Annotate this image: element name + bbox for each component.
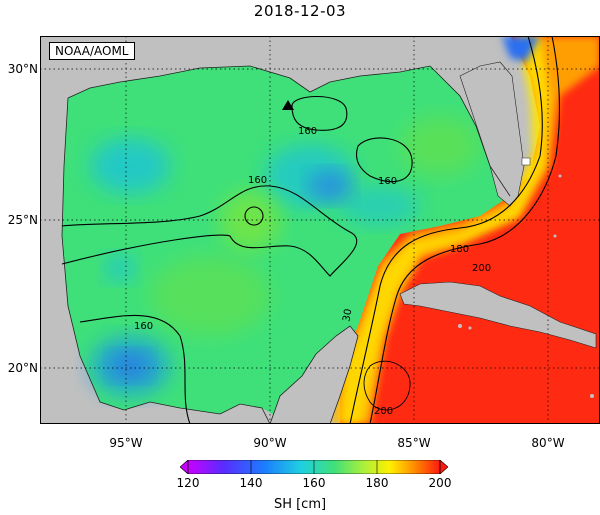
colorbar-tick-180: 180 [365,476,389,490]
contour-label-160c: 160 [378,176,397,187]
colorbar-tick-140: 140 [239,476,263,490]
contour-label-160a: 160 [248,175,267,186]
yucatan-land [270,326,358,424]
gulf-coastline [61,65,511,424]
contour-label-160b: 160 [298,126,317,137]
contour-label-160d: 160 [134,321,153,332]
contour-label-30: 30 [341,308,354,322]
colorbar-title: SH [cm] [273,497,327,512]
contour-160-main [61,185,358,277]
contour-160-south [79,314,191,424]
lon-label-95w: 95°W [109,436,143,450]
lat-label-25n: 25°N [7,213,38,227]
contour-160-east [355,137,413,183]
lat-label-30n: 30°N [7,62,38,76]
cuba-land [399,281,597,349]
gulf-water [62,66,510,424]
contour-label-200a: 200 [472,263,491,274]
lon-label-90w: 90°W [253,436,287,450]
colorbar-tick-120: 120 [176,476,200,490]
colorbar-tick-200: 200 [428,476,452,490]
triangle-marker [282,100,294,110]
contour-200-loop [363,360,411,411]
contour-label-180: 180 [450,244,469,255]
loop-current-yellow [340,36,550,424]
sea-height-map: 160 160 160 160 180 200 200 30 [40,36,600,424]
credit-label: NOAA/AOML [49,42,135,60]
contour-160-north [291,96,348,131]
colorbar-tick-160: 160 [302,476,326,490]
contour-160-eddy [244,206,264,226]
contour-200 [369,36,561,424]
contour-label-200b: 200 [374,406,393,417]
map-title: 2018-12-03 [253,2,347,20]
lon-label-80w: 80°W [531,436,565,450]
colorbar [179,459,449,475]
lon-label-85w: 85°W [397,436,431,450]
contour-180 [349,36,543,424]
lat-label-20n: 20°N [7,361,38,375]
